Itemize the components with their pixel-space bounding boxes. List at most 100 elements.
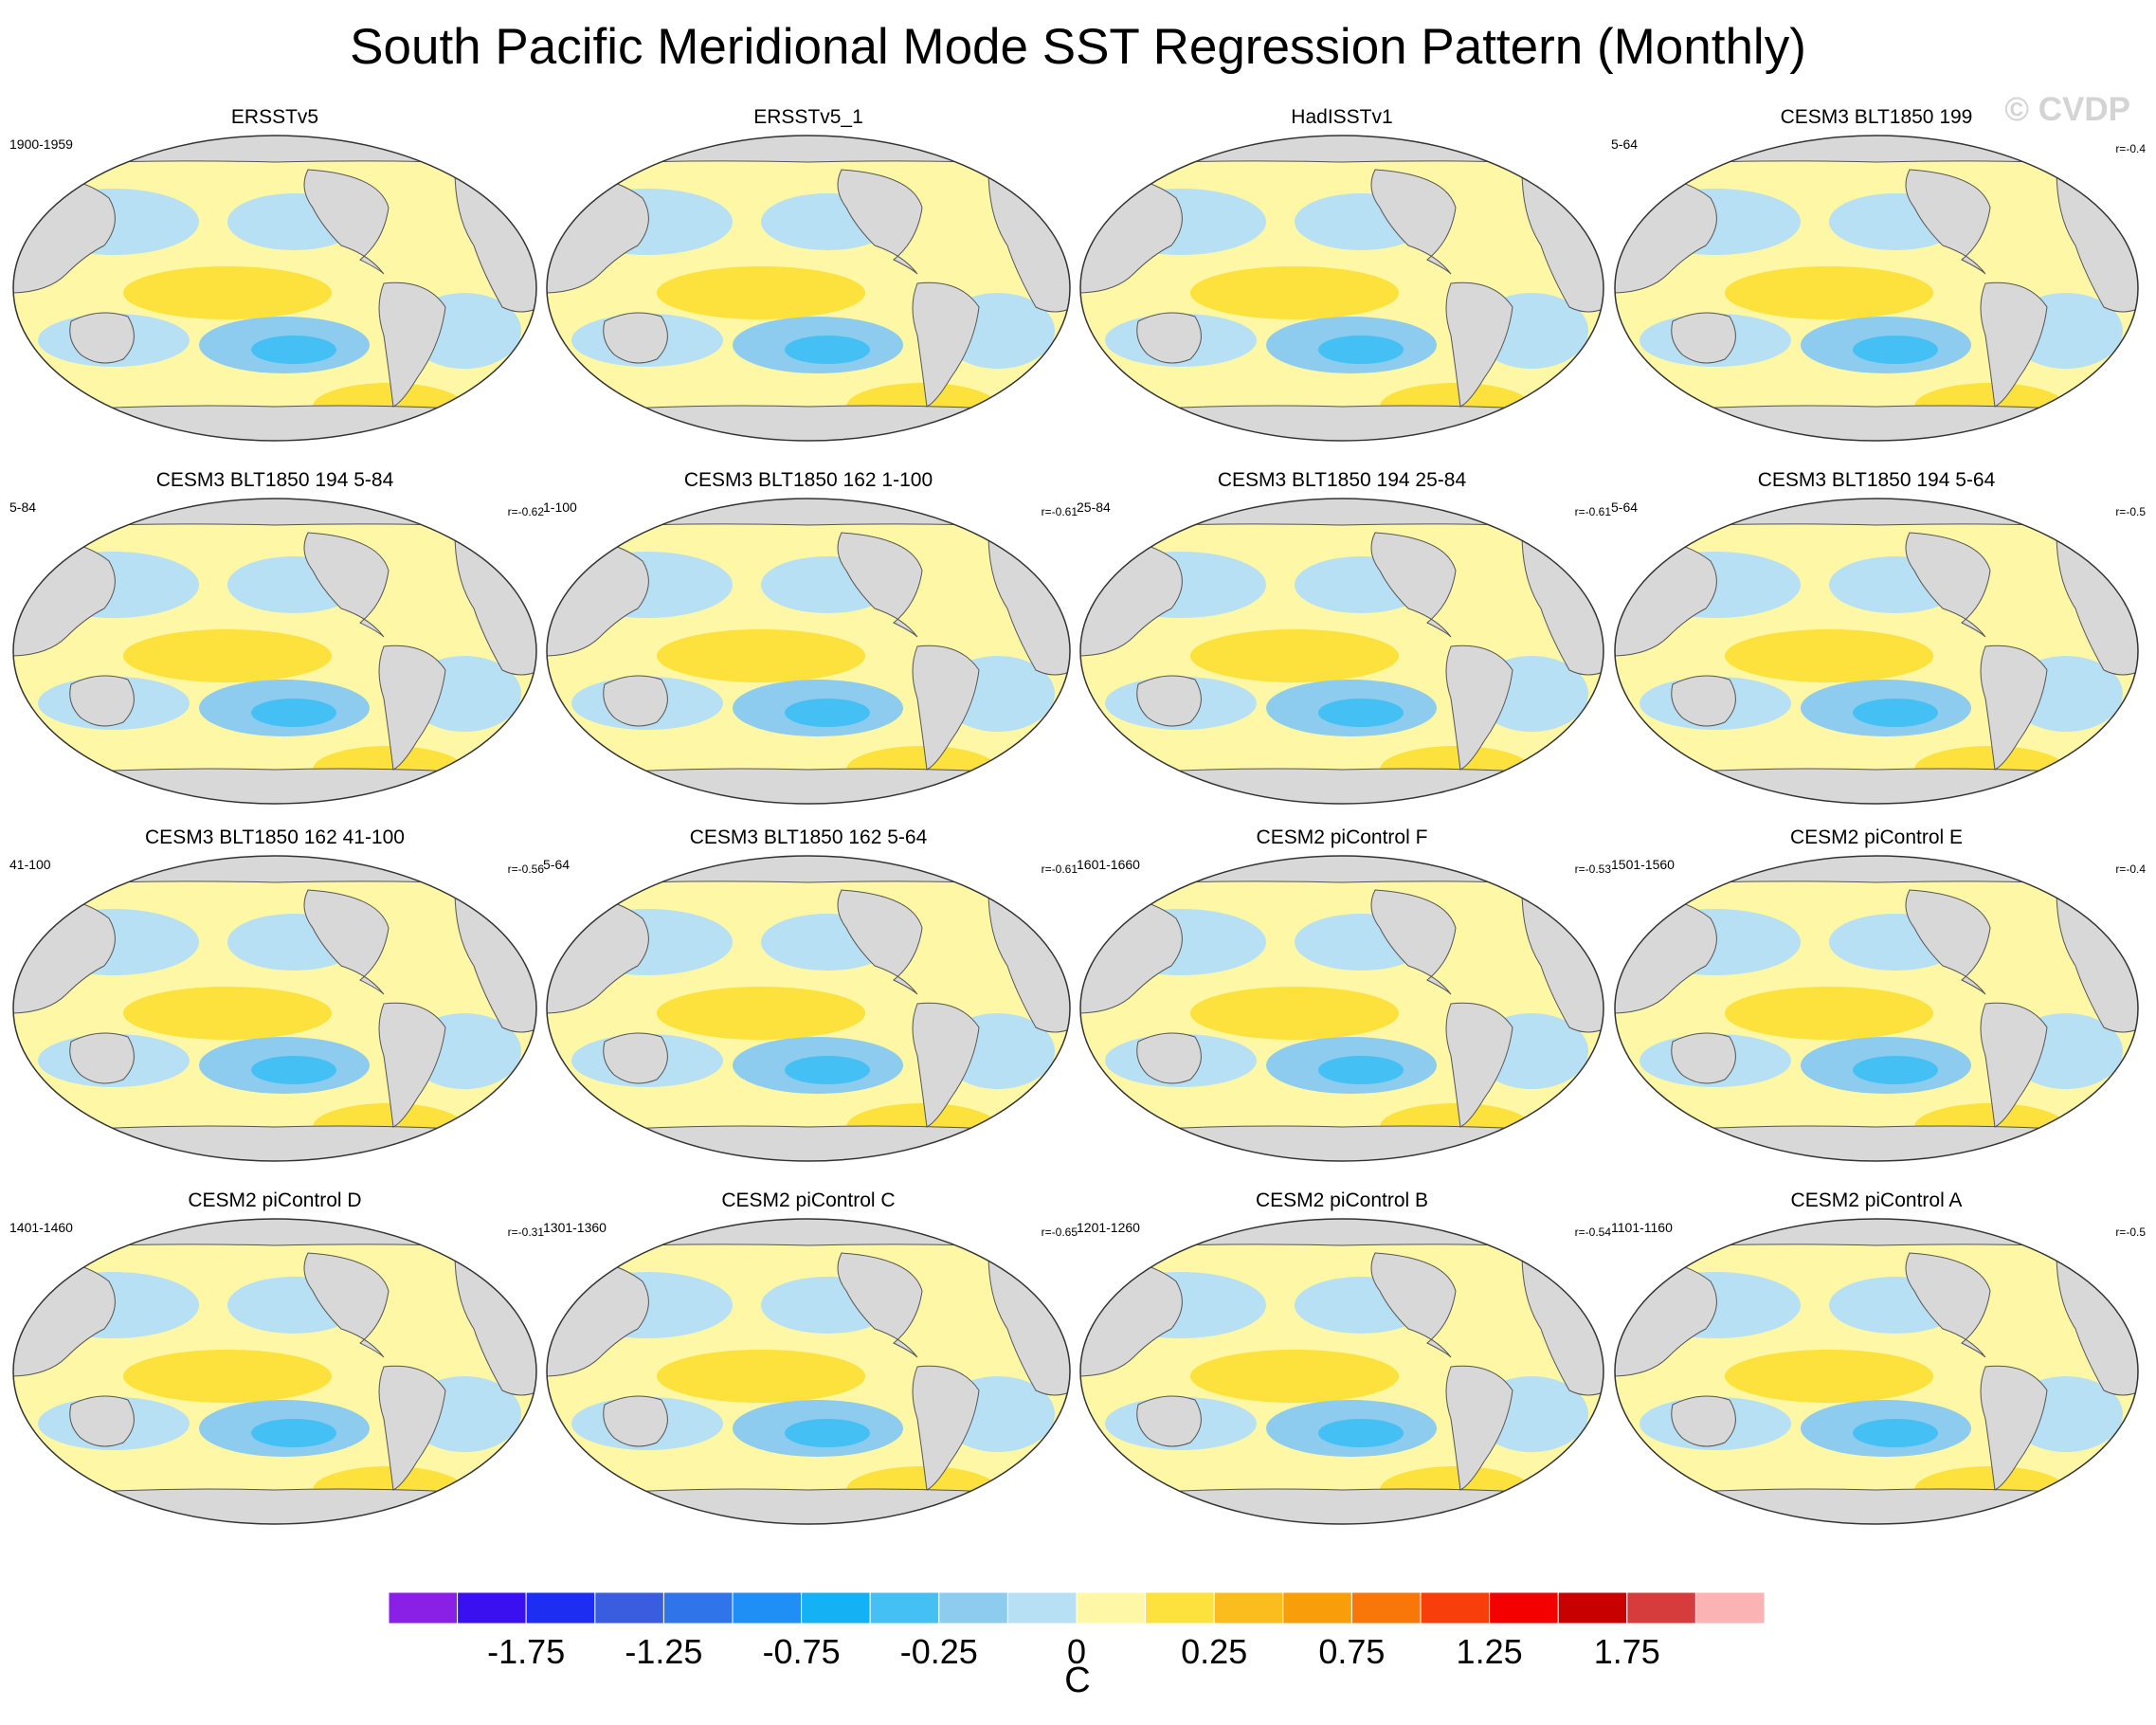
colorbar-swatch: [801, 1591, 871, 1625]
panel-correlation: r=-0.54: [1574, 1226, 1611, 1239]
panel-title: CESM3 BLT1850 162 1-100: [683, 469, 933, 491]
colorbar-swatch: [869, 1591, 940, 1625]
colorbar-tick-label: 1.75: [1594, 1632, 1660, 1671]
panel-title: CESM2 piControl A: [1790, 1189, 1963, 1211]
panel-correlation: r=-0.53: [1574, 862, 1611, 876]
panel-title: CESM3 BLT1850 199: [1780, 106, 1973, 128]
colorbar-swatch: [1350, 1591, 1422, 1625]
colorbar-swatch: [1489, 1591, 1559, 1625]
map-panel: CESM3 BLT1850 162 5-64 5-64 r=-0.61: [543, 826, 1078, 1172]
panel-correlation: r=-0.5: [2115, 505, 2146, 518]
panel-correlation: r=-0.61: [1041, 505, 1078, 518]
panel-years: 1501-1560: [1611, 857, 1675, 872]
colorbar-units: C: [1064, 1661, 1091, 1700]
panel-correlation: r=-0.65: [1041, 1226, 1078, 1239]
panel-correlation: r=-0.61: [1574, 505, 1611, 518]
panel-years: 1401-1460: [9, 1220, 73, 1235]
sst-map: [12, 855, 537, 1162]
panel-title: CESM3 BLT1850 162 5-64: [689, 826, 928, 848]
panel-correlation: r=-0.61: [1041, 862, 1078, 876]
panel-correlation: r=-0.31: [507, 1226, 544, 1239]
panel-title: CESM2 piControl E: [1789, 826, 1964, 848]
map-panel: CESM2 piControl A 1101-1160 r=-0.5: [1611, 1189, 2146, 1535]
sst-map: [1614, 498, 2139, 805]
colorbar-swatch: [457, 1591, 527, 1625]
colorbar-swatch: [1626, 1591, 1696, 1625]
sst-map: [12, 1218, 537, 1525]
colorbar-swatch: [594, 1591, 664, 1625]
sst-map: [1079, 1218, 1604, 1525]
sst-map: [546, 135, 1071, 442]
map-panel: CESM2 piControl C 1301-1360 r=-0.65: [543, 1189, 1078, 1535]
panel-years: 41-100: [9, 857, 51, 872]
panel-years: 1-100: [543, 499, 577, 515]
map-panel: CESM3 BLT1850 162 1-100 1-100 r=-0.61: [543, 469, 1078, 815]
colorbar-swatch: [1006, 1591, 1078, 1625]
colorbar-tick-label: -0.75: [763, 1632, 841, 1671]
panel-years: 1101-1160: [1611, 1220, 1673, 1235]
colorbar-tick-label: -0.25: [900, 1632, 978, 1671]
sst-map: [546, 1218, 1071, 1525]
colorbar-swatch: [938, 1591, 1008, 1625]
panel-title: CESM3 BLT1850 194 5-84: [155, 469, 394, 491]
map-panel: CESM2 piControl D 1401-1460 r=-0.31: [9, 1189, 544, 1535]
colorbar-swatch: [525, 1591, 596, 1625]
map-panel: CESM3 BLT1850 194 5-84 5-84 r=-0.62: [9, 469, 544, 815]
colorbar-swatch: [1213, 1591, 1284, 1625]
cvdp-watermark: © CVDP: [2004, 91, 2130, 128]
panel-title: CESM3 BLT1850 162 41-100: [145, 826, 405, 848]
colorbar-swatch: [732, 1591, 803, 1625]
sst-map: [1079, 498, 1604, 805]
map-panel: CESM3 BLT1850 194 5-64 5-64 r=-0.5: [1611, 469, 2146, 815]
map-panel: CESM3 BLT1850 194 25-84 25-84 r=-0.61: [1077, 469, 1611, 815]
sst-map: [1614, 1218, 2139, 1525]
sst-map: [1614, 855, 2139, 1162]
panel-correlation: r=-0.56: [507, 862, 544, 876]
panel-years: 1201-1260: [1077, 1220, 1140, 1235]
colorbar-swatch: [1694, 1591, 1766, 1625]
panel-title: HadISSTv1: [1291, 106, 1393, 128]
colorbar-tick-label: -1.75: [487, 1632, 565, 1671]
colorbar-swatch: [1557, 1591, 1628, 1625]
panel-correlation: r=-0.4: [2115, 142, 2146, 155]
sst-map: [12, 135, 537, 442]
panel-years: 1900-1959: [9, 136, 73, 152]
colorbar-swatch: [1145, 1591, 1215, 1625]
sst-map: [1079, 135, 1604, 442]
panel-years: 5-64: [543, 857, 571, 872]
panel-title: CESM2 piControl D: [188, 1189, 362, 1211]
panel-years: 5-84: [9, 499, 37, 515]
panel-title: CESM3 BLT1850 194 5-64: [1757, 469, 1996, 491]
map-panel: CESM2 piControl F 1601-1660 r=-0.53: [1077, 826, 1611, 1172]
panel-years: 5-64: [1611, 499, 1639, 515]
colorbar-tick-label: 1.25: [1457, 1632, 1523, 1671]
panel-years: 5-64: [1611, 136, 1639, 152]
panel-title: CESM2 piControl F: [1256, 826, 1428, 848]
sst-map: [1079, 855, 1604, 1162]
panel-title: ERSSTv5_1: [753, 106, 863, 128]
map-panel: CESM2 piControl B 1201-1260 r=-0.54: [1077, 1189, 1611, 1535]
colorbar-tick-label: 0.75: [1318, 1632, 1385, 1671]
panel-correlation: r=-0.62: [507, 505, 544, 518]
panel-years: 1301-1360: [543, 1220, 607, 1235]
map-panel: ERSSTv5_1: [543, 106, 1074, 452]
panel-correlation: r=-0.5: [2115, 1226, 2146, 1239]
map-panel: CESM2 piControl E 1501-1560 r=-0.4: [1611, 826, 2146, 1172]
panel-title: CESM2 piControl B: [1255, 1189, 1429, 1211]
colorbar-swatch: [1282, 1591, 1352, 1625]
panel-title: CESM3 BLT1850 194 25-84: [1217, 469, 1467, 491]
sst-map: [546, 498, 1071, 805]
colorbar-swatch: [662, 1591, 734, 1625]
colorbar-tick-label: -1.25: [625, 1632, 702, 1671]
colorbar-tick-label: 0: [1067, 1632, 1086, 1671]
map-panel: CESM3 BLT1850 162 41-100 41-100 r=-0.56: [9, 826, 544, 1172]
map-panel: ERSSTv5 1900-1959: [9, 106, 540, 452]
sst-map: [1614, 135, 2139, 442]
colorbar-swatch: [1420, 1591, 1491, 1625]
panel-years: 25-84: [1077, 499, 1111, 515]
sst-map: [546, 855, 1071, 1162]
sst-map: [12, 498, 537, 805]
panel-correlation: r=-0.4: [2115, 862, 2146, 876]
